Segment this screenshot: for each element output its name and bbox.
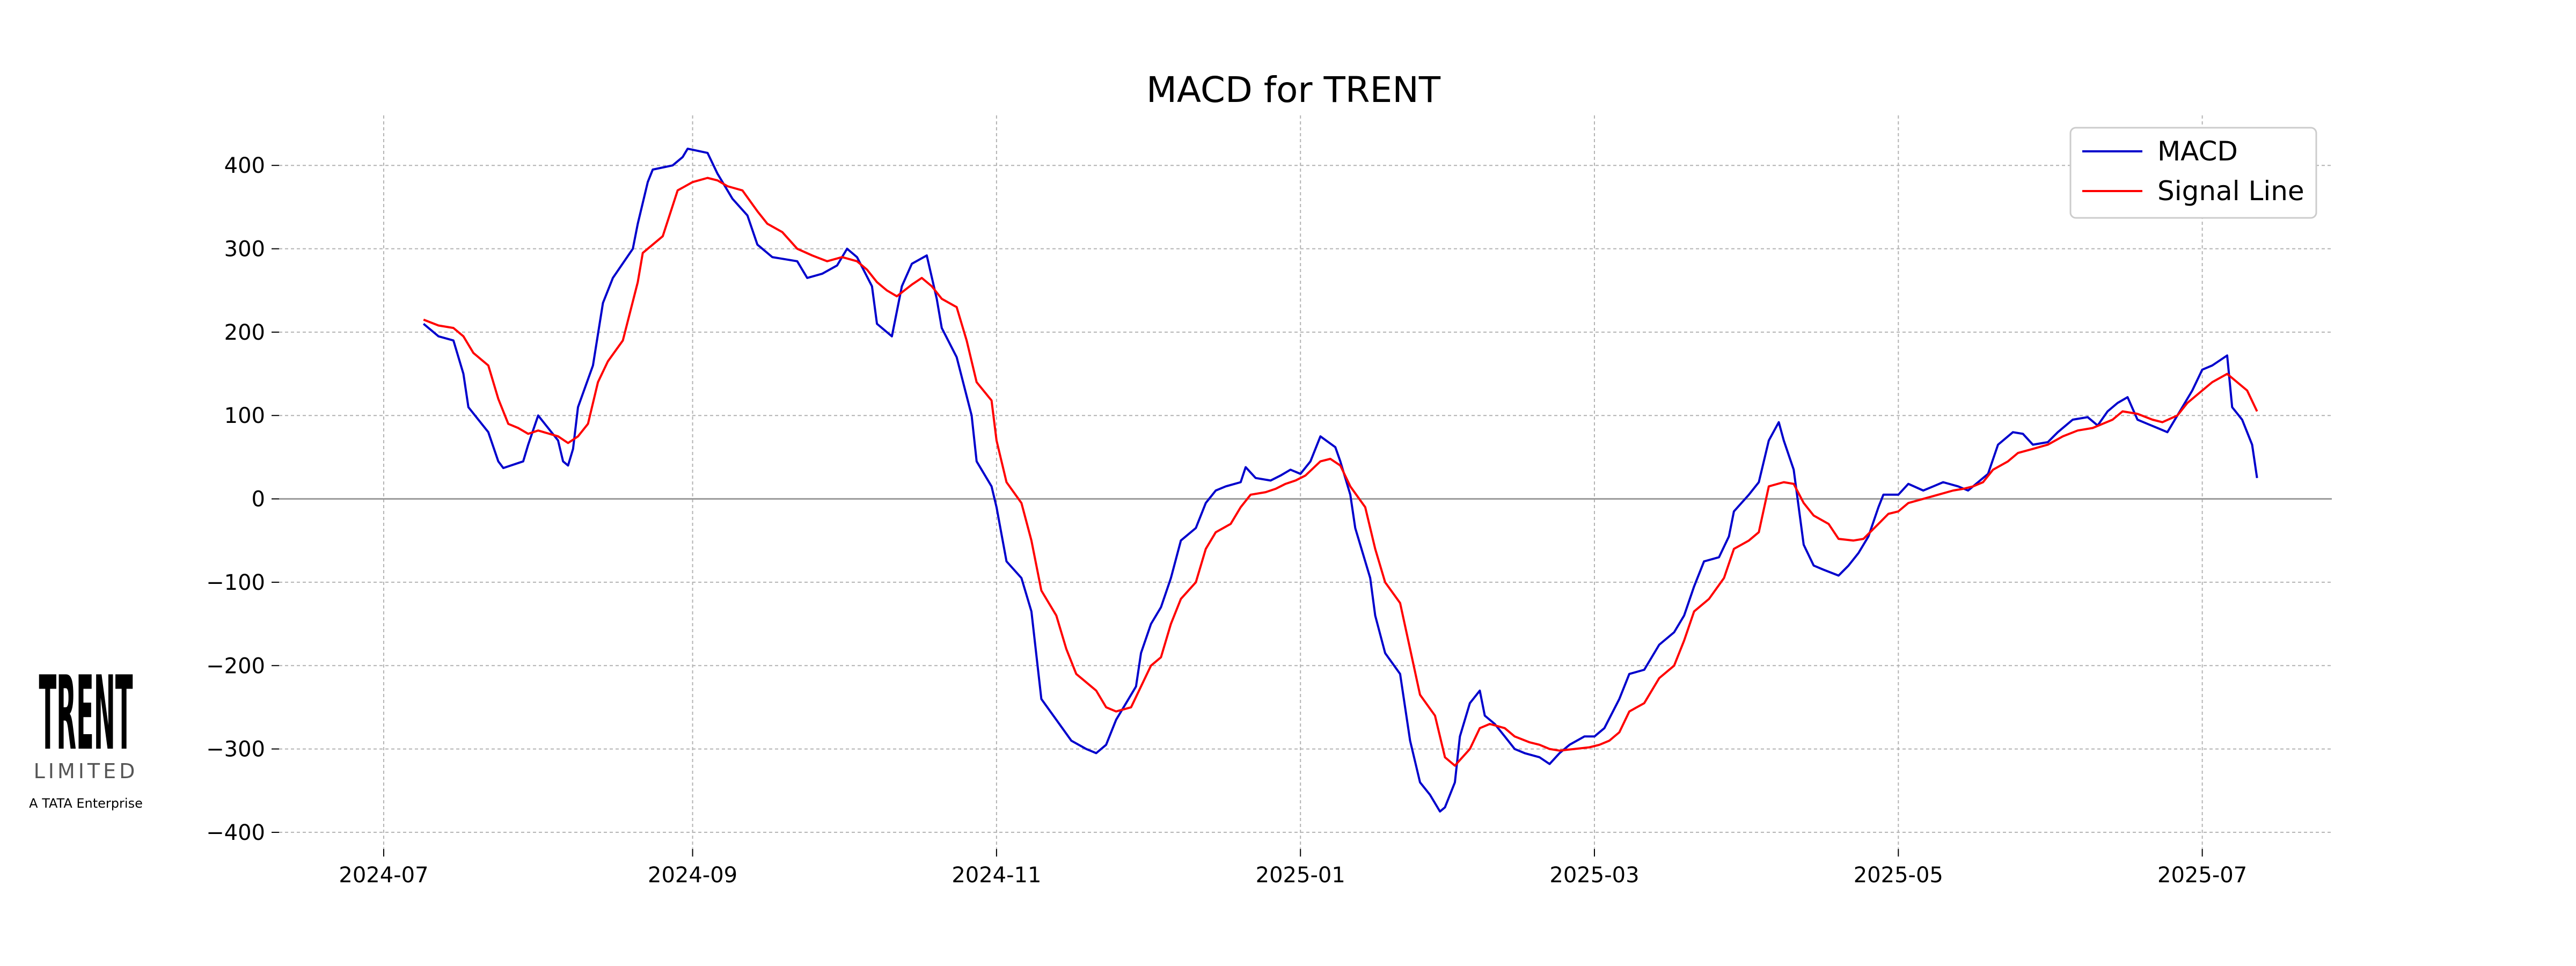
- series-line-signal-line: [423, 177, 2258, 767]
- x-tick-label: 2024-07: [339, 863, 428, 888]
- y-tick-label: −200: [206, 654, 265, 678]
- y-tick-label: 200: [224, 320, 265, 345]
- x-tick-label: 2024-09: [648, 863, 737, 888]
- grid-lines: [279, 115, 2332, 849]
- y-tick-label: −400: [206, 821, 265, 845]
- x-tick-label: 2025-03: [1549, 863, 1639, 888]
- trent-logo: TRENT LIMITED A TATA Enterprise: [29, 654, 143, 811]
- y-tick-label: 300: [224, 237, 265, 262]
- series-lines: [422, 148, 2258, 813]
- y-tick-label: 100: [224, 404, 265, 428]
- x-tick-label: 2024-11: [952, 863, 1041, 888]
- legend-label-macd: MACD: [2157, 136, 2238, 167]
- y-tick-label: −300: [206, 737, 265, 762]
- chart-title: MACD for TRENT: [1146, 69, 1441, 111]
- y-tick-label: −100: [206, 570, 265, 595]
- logo-tagline: A TATA Enterprise: [29, 796, 143, 811]
- y-axis-ticks: 400 300 200 100 0 −100 −200 −300 −400: [206, 153, 279, 845]
- x-axis-ticks: 2024-07 2024-09 2024-11 2025-01 2025-03 2025-…: [339, 849, 2247, 888]
- logo-subtitle: LIMITED: [34, 759, 138, 783]
- x-tick-label: 2025-05: [1854, 863, 1943, 888]
- legend-label-signal-line: Signal Line: [2157, 175, 2304, 207]
- x-tick-label: 2025-01: [1256, 863, 1345, 888]
- legend: MACD Signal Line: [2069, 127, 2317, 219]
- y-tick-label: 0: [252, 487, 265, 512]
- y-tick-label: 400: [224, 153, 265, 178]
- logo-wordmark: TRENT: [39, 654, 133, 773]
- x-tick-label: 2025-07: [2157, 863, 2247, 888]
- series-line-macd: [422, 148, 2258, 813]
